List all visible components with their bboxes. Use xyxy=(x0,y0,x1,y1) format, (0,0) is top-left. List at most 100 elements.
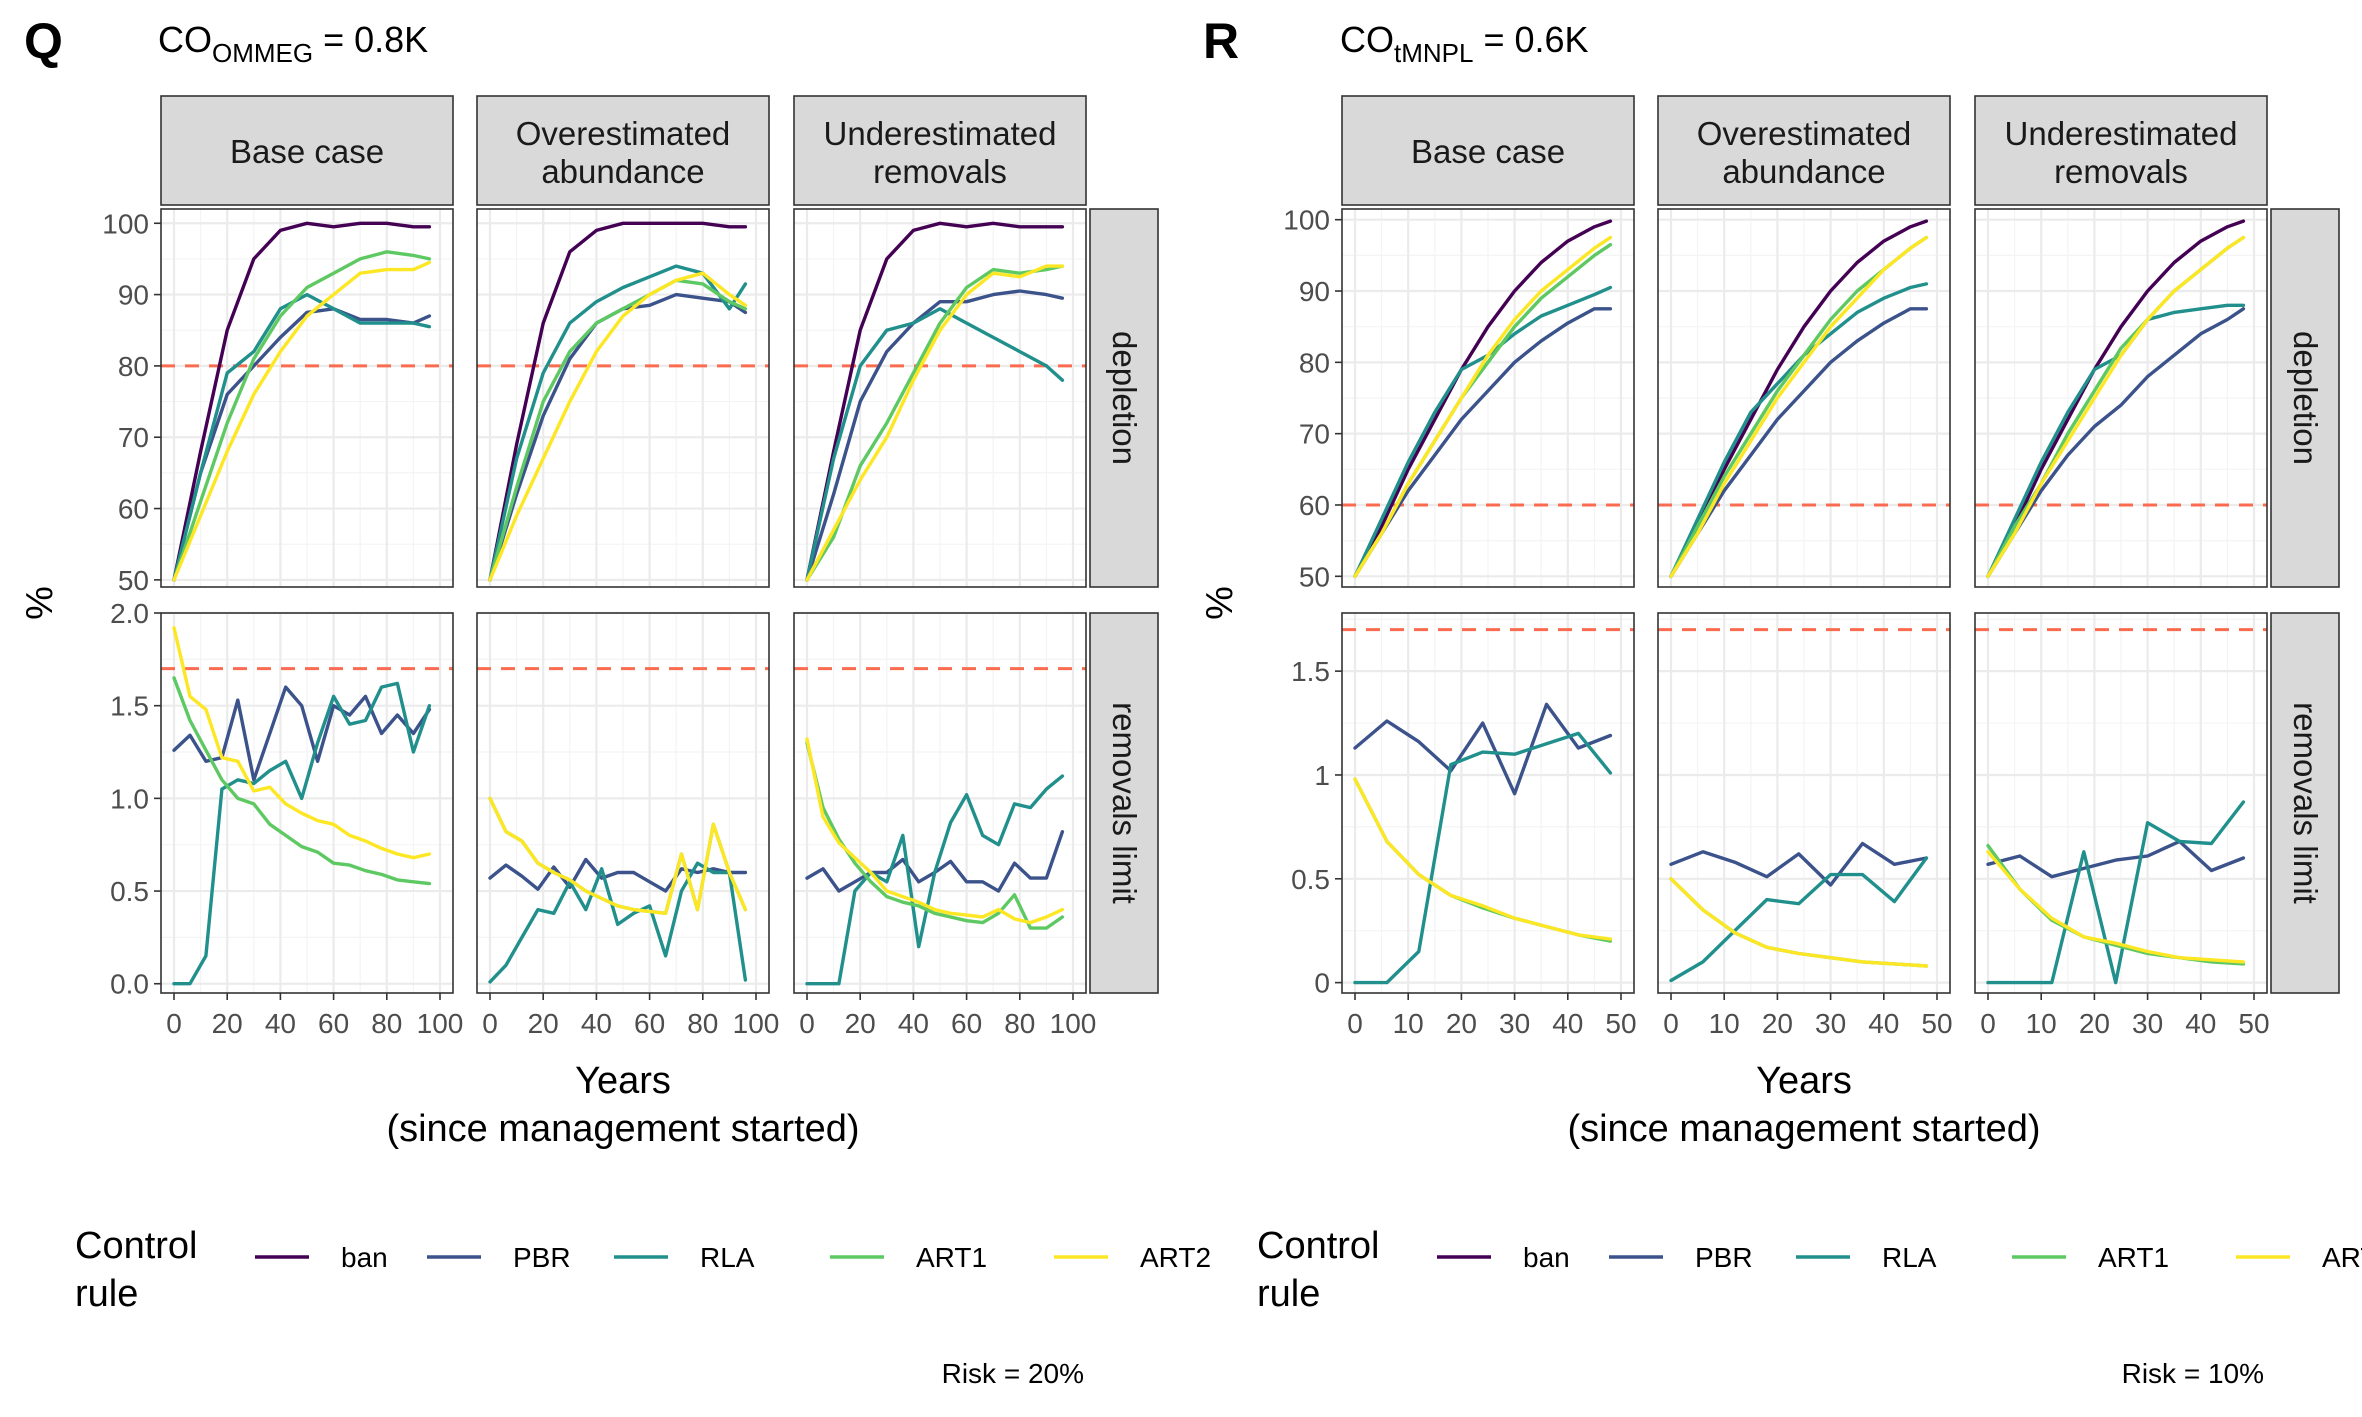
panel-q-x-axis-title-line1: Years xyxy=(575,1060,671,1102)
x-tick-label: 40 xyxy=(2185,1008,2216,1039)
legend-item-rla: RLA xyxy=(614,1242,755,1273)
series-line-rla xyxy=(172,681,432,986)
series-line-art2 xyxy=(1986,850,2246,964)
facet-strip-bg xyxy=(1974,95,2268,206)
legend-item-ban: ban xyxy=(1437,1242,1570,1273)
x-tick-label: 100 xyxy=(1050,1008,1097,1039)
panel-q-title-subscript: OMMEG xyxy=(212,38,313,68)
x-tick-label: 100 xyxy=(417,1008,464,1039)
panel-border xyxy=(160,208,454,588)
panel-q-header: Q COOMMEG = 0.8K xyxy=(24,13,428,69)
facet-strip-r-col-1: Base case xyxy=(1341,95,1635,206)
legend-item-art1: ART1 xyxy=(2012,1242,2169,1273)
panel-border xyxy=(476,612,770,994)
legend-label: ART1 xyxy=(2098,1242,2169,1273)
panel-r-title: COtMNPL = 0.6K xyxy=(1340,19,1589,68)
y-tick-label: 1 xyxy=(1314,760,1330,791)
facet-strip-label: depletion xyxy=(1106,331,1143,465)
legend-item-art2: ART2 xyxy=(2236,1242,2362,1273)
series-line-art2 xyxy=(488,796,748,915)
panel-r-x-axis-title-line2: (since management started) xyxy=(1567,1108,2040,1150)
x-tick-label: 50 xyxy=(1921,1008,1952,1039)
series-line-pbr xyxy=(172,685,432,782)
x-tick-label: 20 xyxy=(2079,1008,2110,1039)
x-tick-label: 20 xyxy=(1762,1008,1793,1039)
x-tick-label: 0 xyxy=(482,1008,498,1039)
facet-strip-q-row-2: removals limit xyxy=(1089,612,1159,994)
facet-strip-r-row-1: depletion xyxy=(2270,208,2340,588)
panel-r-legend: Control rule ban PBR RLA ART1 ART2 xyxy=(1257,1225,2362,1315)
panel-q-legend-items: ban PBR RLA ART1 ART2 xyxy=(255,1242,1211,1273)
series-line-pbr xyxy=(805,289,1065,582)
series-line-ban xyxy=(172,221,432,582)
series-line-art2 xyxy=(172,626,432,860)
x-tick-label: 40 xyxy=(581,1008,612,1039)
x-tick-label: 20 xyxy=(212,1008,243,1039)
series-line-art2 xyxy=(805,264,1065,582)
x-tick-label: 80 xyxy=(371,1008,402,1039)
facet-strip-label: removals limit xyxy=(1106,702,1143,904)
panel-r-title-main: CO xyxy=(1340,19,1394,60)
panel-r-title-rest: = 0.6K xyxy=(1473,19,1588,60)
facet-strip-bg xyxy=(2270,208,2340,588)
panel-border xyxy=(476,208,770,588)
facet-strip-q-row-1: depletion xyxy=(1089,208,1159,588)
panel-border xyxy=(793,612,1087,994)
legend-item-rla: RLA xyxy=(1796,1242,1937,1273)
facet-panel-q-depletion-1: 50 60 70 80 90 100 xyxy=(102,208,454,596)
x-tick-label: 50 xyxy=(2238,1008,2269,1039)
legend-item-pbr: PBR xyxy=(1609,1242,1753,1273)
y-tick-label: 1.5 xyxy=(110,691,149,722)
legend-label: ban xyxy=(341,1242,388,1273)
facet-panel-q-removals-limit-2: 0 20 40 60 80 100 xyxy=(476,611,779,1039)
facet-strip-bg xyxy=(1657,95,1951,206)
facet-panel-r-removals-limit-2: 0 10 20 30 40 50 xyxy=(1657,612,1953,1039)
series-line-pbr xyxy=(1669,307,1929,578)
panel-r-header: R COtMNPL = 0.6K xyxy=(1203,13,1589,69)
legend-item-pbr: PBR xyxy=(427,1242,571,1273)
panel-border xyxy=(1657,208,1951,588)
x-tick-label: 80 xyxy=(1004,1008,1035,1039)
facet-strip-q-col-1: Base case xyxy=(160,95,454,206)
series-line-pbr xyxy=(1986,307,2246,578)
panel-r-plot: Base case OverestimatedabundanceUnderesti… xyxy=(1283,95,2340,1039)
facet-panel-r-depletion-2 xyxy=(1657,208,1951,588)
x-tick-label: 0 xyxy=(1347,1008,1363,1039)
facet-strip-bg xyxy=(2270,612,2340,994)
legend-label: ART1 xyxy=(916,1242,987,1273)
facet-strip-label: removals xyxy=(873,153,1007,190)
legend-label: PBR xyxy=(1695,1242,1753,1273)
panel-q-title: COOMMEG = 0.8K xyxy=(158,19,428,68)
legend-label: PBR xyxy=(513,1242,571,1273)
series-line-art2 xyxy=(1669,235,1929,578)
panel-border xyxy=(1974,208,2268,588)
y-tick-label: 0.5 xyxy=(110,876,149,907)
panel-border xyxy=(1341,612,1635,994)
series-line-art1 xyxy=(172,676,432,886)
x-tick-label: 60 xyxy=(634,1008,665,1039)
facet-strip-bg xyxy=(160,95,454,206)
panel-border xyxy=(1341,208,1635,588)
y-tick-label: 70 xyxy=(118,422,149,453)
x-tick-label: 10 xyxy=(1393,1008,1424,1039)
x-tick-label: 20 xyxy=(528,1008,559,1039)
y-tick-label: 2.0 xyxy=(110,598,149,629)
series-line-ban xyxy=(1669,219,1929,578)
series-line-ban xyxy=(1353,219,1613,578)
panel-r-caption: Risk = 10% xyxy=(2122,1358,2264,1389)
facet-strip-label: removals limit xyxy=(2287,702,2324,904)
facet-strip-label: abundance xyxy=(1722,153,1885,190)
y-tick-label: 60 xyxy=(1299,490,1330,521)
y-tick-label: 90 xyxy=(118,280,149,311)
series-line-pbr xyxy=(172,307,432,582)
series-line-rla xyxy=(172,292,432,582)
facet-panel-q-depletion-2 xyxy=(476,208,770,588)
series-line-pbr xyxy=(488,857,748,893)
series-line-ban xyxy=(1986,219,2246,578)
facet-strip-r-row-2: removals limit xyxy=(2270,612,2340,994)
y-tick-label: 50 xyxy=(1299,561,1330,592)
x-tick-label: 10 xyxy=(2026,1008,2057,1039)
y-tick-label: 60 xyxy=(118,494,149,525)
